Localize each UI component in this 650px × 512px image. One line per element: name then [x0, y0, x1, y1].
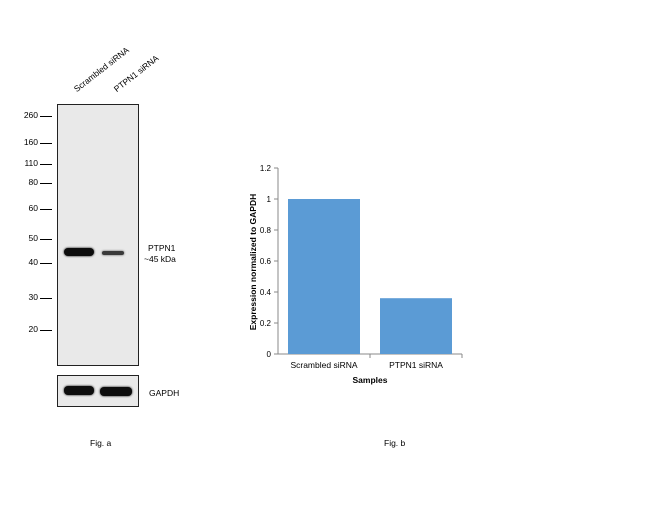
mw-tick: [40, 143, 52, 144]
fig-b-caption: Fig. b: [384, 438, 406, 448]
band-ptpn1-scrambled: [64, 248, 94, 256]
mw-marker-30: 30: [28, 292, 38, 302]
mw-marker-110: 110: [24, 158, 38, 168]
target-label: PTPN1: [148, 243, 176, 253]
band-ptpn1-knockdown: [102, 251, 124, 255]
band-gapdh-scrambled: [64, 386, 94, 395]
mw-marker-60: 60: [28, 203, 38, 213]
mw-marker-20: 20: [28, 324, 38, 334]
mw-tick: [40, 164, 52, 165]
mw-marker-260: 260: [23, 110, 38, 120]
y-axis-label: Expression normalized to GAPDH: [248, 194, 258, 331]
chart-layer: 0 0.2 0.4 0.6 0.8 1 1.2 Scrambled siRNA PTPN1 si…: [260, 164, 463, 370]
mw-marker-40: 40: [28, 257, 38, 267]
mw-tick: [40, 263, 52, 264]
band-gapdh-knockdown: [100, 387, 132, 396]
mw-tick: [40, 330, 52, 331]
target-size-label: ~45 kDa: [144, 254, 176, 264]
blot-membrane-main: [57, 104, 139, 366]
y-tick-label: 0.4: [260, 288, 272, 297]
mw-marker-80: 80: [28, 177, 38, 187]
mw-tick: [40, 183, 52, 184]
x-tick-label: PTPN1 siRNA: [389, 360, 443, 370]
mw-tick: [40, 209, 52, 210]
mw-marker-160: 160: [23, 137, 38, 147]
fig-a-caption: Fig. a: [90, 438, 112, 448]
y-tick-label: 0.2: [260, 319, 272, 328]
y-tick-label: 0: [267, 350, 272, 359]
mw-tick: [40, 239, 52, 240]
x-axis-label: Samples: [353, 375, 388, 385]
y-tick-label: 0.6: [260, 257, 272, 266]
bar: [288, 199, 360, 354]
y-tick-label: 1.2: [260, 164, 272, 173]
mw-tick: [40, 298, 52, 299]
blot-membrane-gapdh: [57, 375, 139, 407]
x-tick-label: Scrambled siRNA: [290, 360, 357, 370]
loading-control-label: GAPDH: [149, 388, 180, 398]
y-tick-label: 1: [267, 195, 272, 204]
mw-marker-50: 50: [28, 233, 38, 243]
mw-tick: [40, 116, 52, 117]
bar: [380, 298, 452, 354]
y-tick-label: 0.8: [260, 226, 272, 235]
